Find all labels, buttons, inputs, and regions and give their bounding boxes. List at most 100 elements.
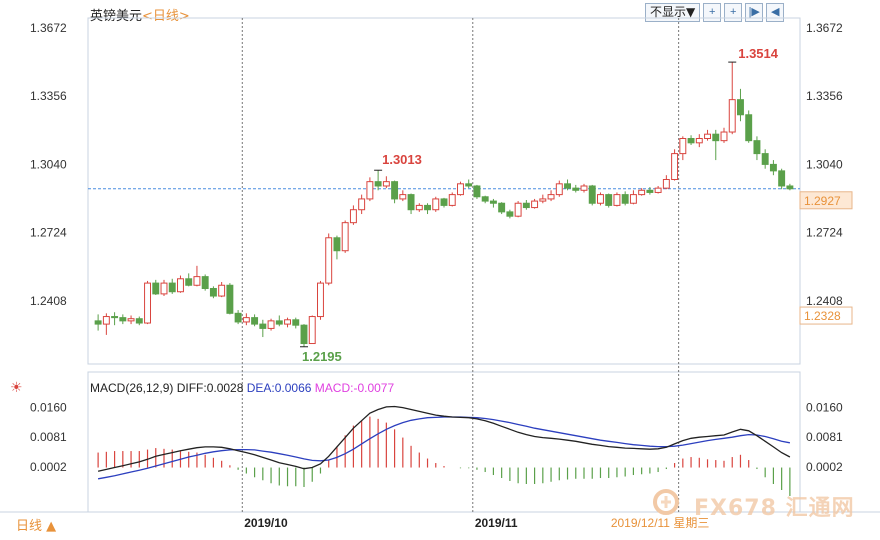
candle-body — [621, 194, 629, 204]
candle-body — [564, 183, 571, 189]
candle-body — [201, 276, 209, 289]
candle-body — [317, 282, 324, 318]
price-tick-left: 1.2724 — [30, 226, 67, 240]
candle-body — [259, 323, 267, 329]
candle-body — [284, 319, 291, 325]
candle-body — [539, 198, 547, 202]
candle-body — [382, 181, 390, 187]
candle-body — [119, 317, 127, 322]
candle-body — [399, 194, 407, 200]
candle-body — [448, 194, 456, 206]
candle-body — [481, 196, 489, 202]
candle-body — [654, 187, 662, 193]
candle-body — [415, 204, 423, 211]
zoom-in-icon[interactable]: + — [703, 3, 722, 22]
candle-body — [786, 185, 794, 190]
candle-body — [662, 179, 670, 189]
symbol-label: 英镑美元 — [90, 9, 143, 24]
price-annotation: 1.3013 — [382, 152, 422, 167]
candle-body — [580, 185, 588, 191]
price-tick-left: 1.3040 — [30, 157, 67, 171]
candle-body — [465, 183, 473, 187]
candle-body — [489, 200, 497, 204]
secondary-price-box — [799, 306, 853, 325]
diff-label: DIFF:0.0028 — [177, 381, 247, 395]
price-annotation: 1.3514 — [738, 46, 779, 61]
period-selector[interactable]: 日线 ▲ — [16, 519, 57, 534]
candle-body — [407, 194, 415, 211]
candle-body — [473, 185, 481, 198]
macd-tick-left: 0.0081 — [30, 430, 67, 444]
candle-body — [292, 319, 300, 326]
candle-body — [366, 181, 374, 200]
candle-body — [671, 153, 679, 181]
candle-body — [704, 133, 711, 139]
macd-label: MACD(26,12,9) — [90, 381, 177, 395]
candle-body — [94, 320, 102, 325]
candle-body — [333, 237, 341, 252]
candle-body — [555, 183, 563, 196]
candle-body — [457, 183, 464, 196]
candle-body — [712, 133, 720, 142]
current-price-label: 1.2927 — [804, 194, 841, 208]
candle-body — [547, 194, 555, 200]
dea-line — [97, 416, 791, 480]
candle-body — [152, 282, 160, 295]
price-tick-left: 1.3356 — [30, 89, 67, 103]
candle-body — [144, 282, 151, 324]
macd-value-label: MACD:-0.0077 — [315, 381, 395, 395]
candle-body — [778, 170, 786, 187]
display-dropdown[interactable]: 不显示▼ — [645, 3, 701, 22]
candle-body — [177, 278, 184, 293]
candle-body — [135, 318, 143, 324]
macd-tick-right: 0.0081 — [806, 430, 843, 444]
candle-body — [728, 99, 736, 133]
candle-body — [531, 200, 539, 209]
macd-tick-left: 0.0002 — [30, 460, 67, 474]
diff-line — [97, 405, 791, 472]
candle-body — [679, 137, 687, 155]
candle-body — [440, 198, 448, 206]
scroll-end-icon[interactable]: |▶ — [745, 3, 764, 22]
timeframe-toggle[interactable]: <日线> — [142, 9, 190, 24]
candle-body — [597, 194, 604, 204]
price-tick-right: 1.3672 — [806, 21, 843, 35]
macd-tick-left: 0.0160 — [30, 401, 67, 415]
candle-body — [102, 316, 110, 325]
scroll-back-icon[interactable]: ◀ — [766, 3, 785, 22]
candle-body — [193, 276, 201, 286]
candle-body — [613, 194, 621, 206]
candle-body — [391, 181, 399, 200]
price-annotation: 1.2195 — [302, 349, 342, 364]
candle-body — [761, 153, 769, 165]
candle-body — [695, 137, 703, 144]
candle-body — [160, 282, 168, 295]
crosshair-icon[interactable]: + — [724, 3, 743, 22]
candle-body — [638, 189, 646, 196]
candle-body — [226, 284, 234, 314]
price-tick-right: 1.3040 — [806, 157, 843, 171]
candle-body — [432, 198, 440, 211]
candle-body — [629, 194, 637, 204]
candle-body — [646, 189, 654, 193]
chart-title: 英镑美元<日线> — [90, 5, 190, 24]
macd-tick-right: 0.0002 — [806, 460, 843, 474]
price-tick-right: 1.2408 — [806, 294, 843, 308]
candle-body — [720, 131, 728, 142]
candle-body — [267, 320, 275, 329]
candle-body — [588, 185, 596, 204]
candle-body — [209, 287, 217, 297]
candle-body — [168, 282, 176, 293]
candle-body — [522, 202, 530, 209]
candle-body — [498, 202, 506, 213]
candle-body — [514, 202, 522, 217]
candle-body — [234, 312, 242, 323]
chart-toolbar: 不显示▼ + + |▶ ◀ — [645, 3, 785, 22]
candle-body — [349, 209, 357, 224]
candle-body — [506, 211, 514, 217]
candle-body — [572, 187, 580, 191]
watermark-text: FX678 汇通网 — [694, 496, 855, 521]
candle-body — [753, 140, 761, 155]
